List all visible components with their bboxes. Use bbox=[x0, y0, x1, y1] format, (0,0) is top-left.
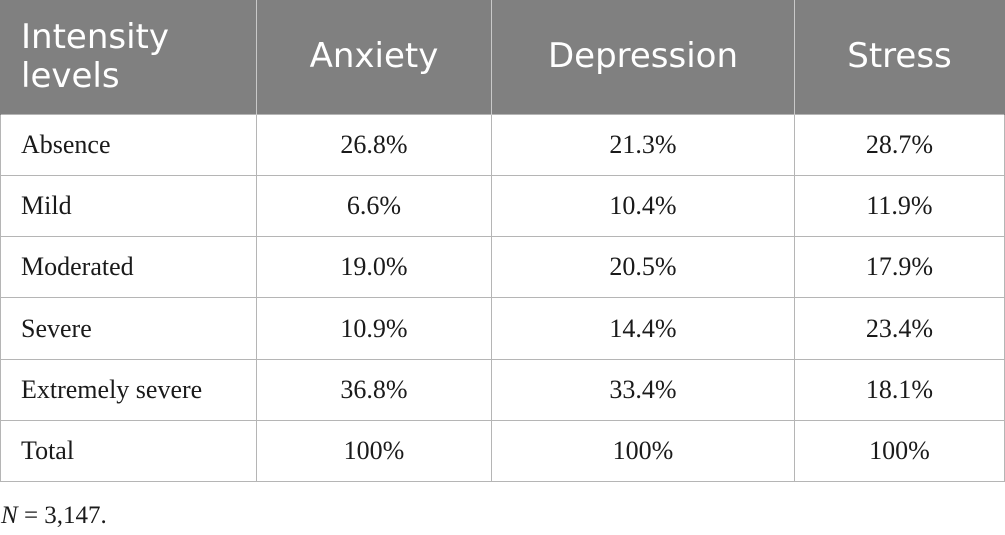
stress-cell: 28.7% bbox=[794, 113, 1005, 176]
table-row: Mild 6.6% 10.4% 11.9% bbox=[0, 174, 1005, 238]
stress-cell: 100% bbox=[794, 419, 1005, 483]
header-intensity-levels: Intensity levels bbox=[0, 0, 257, 114]
stress-cell: 23.4% bbox=[794, 297, 1005, 360]
depression-cell: 21.3% bbox=[491, 113, 795, 176]
table-row: Absence 26.8% 21.3% 28.7% bbox=[0, 113, 1005, 176]
anxiety-cell: 26.8% bbox=[256, 113, 492, 176]
footnote-text: = 3,147. bbox=[17, 502, 107, 529]
table-row: Extremely severe 36.8% 33.4% 18.1% bbox=[0, 358, 1005, 421]
depression-cell: 10.4% bbox=[491, 174, 795, 238]
depression-cell: 20.5% bbox=[491, 236, 795, 299]
anxiety-cell: 19.0% bbox=[256, 236, 492, 299]
intensity-levels-table: Intensity levels Anxiety Depression Stre… bbox=[0, 0, 1005, 483]
depression-cell: 14.4% bbox=[491, 297, 795, 360]
stress-cell: 11.9% bbox=[794, 174, 1005, 238]
footnote-variable: N bbox=[1, 502, 18, 529]
header-row: Intensity levels Anxiety Depression Stre… bbox=[0, 0, 1005, 114]
anxiety-cell: 100% bbox=[256, 419, 492, 483]
header-depression: Depression bbox=[491, 0, 795, 114]
row-label: Total bbox=[0, 419, 257, 483]
row-label: Moderated bbox=[0, 236, 257, 299]
row-label: Severe bbox=[0, 297, 257, 360]
header-stress: Stress bbox=[794, 0, 1005, 114]
table-footnote: N = 3,147. bbox=[1, 502, 107, 530]
stress-cell: 17.9% bbox=[794, 236, 1005, 299]
depression-cell: 33.4% bbox=[491, 358, 795, 421]
table-row: Moderated 19.0% 20.5% 17.9% bbox=[0, 236, 1005, 299]
table-row: Total 100% 100% 100% bbox=[0, 419, 1005, 483]
row-label: Absence bbox=[0, 113, 257, 176]
anxiety-cell: 6.6% bbox=[256, 174, 492, 238]
row-label: Extremely severe bbox=[0, 358, 257, 421]
table-row: Severe 10.9% 14.4% 23.4% bbox=[0, 297, 1005, 360]
table-body: Absence 26.8% 21.3% 28.7% Mild 6.6% 10.4… bbox=[0, 113, 1005, 483]
anxiety-cell: 36.8% bbox=[256, 358, 492, 421]
stress-cell: 18.1% bbox=[794, 358, 1005, 421]
header-anxiety: Anxiety bbox=[256, 0, 492, 114]
table-header: Intensity levels Anxiety Depression Stre… bbox=[0, 0, 1005, 114]
row-label: Mild bbox=[0, 174, 257, 238]
depression-cell: 100% bbox=[491, 419, 795, 483]
anxiety-cell: 10.9% bbox=[256, 297, 492, 360]
